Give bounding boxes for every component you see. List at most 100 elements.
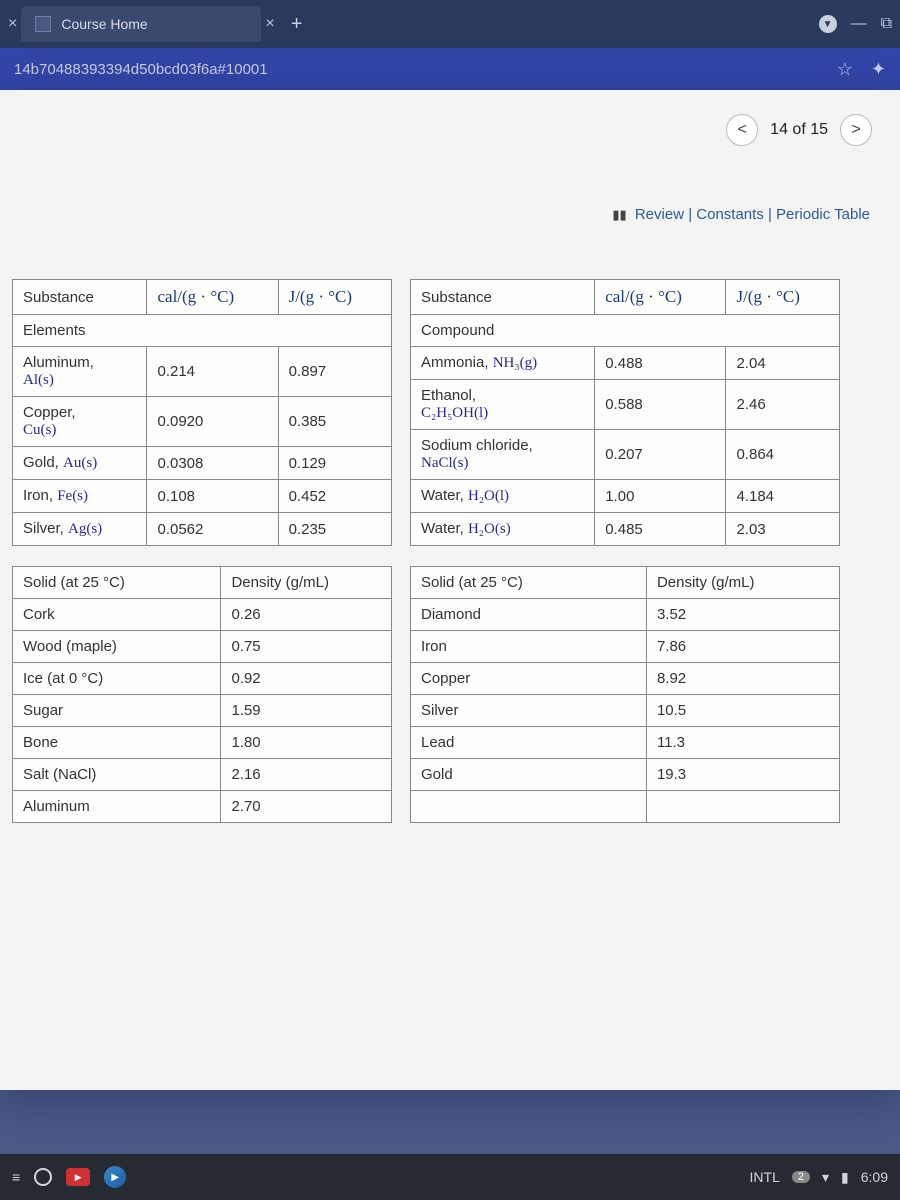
substance-cell: Iron, Fe(s) — [13, 480, 147, 513]
table-row: Copper8.92 — [411, 663, 840, 695]
density-cell: 0.75 — [221, 631, 392, 663]
substance-cell: Water, H₂O(l) — [411, 480, 595, 513]
keyboard-label[interactable]: INTL — [750, 1169, 780, 1185]
col-solid: Solid (at 25 °C) — [411, 567, 647, 599]
browser-tab[interactable]: Course Home — [21, 6, 261, 42]
page-content: < 14 of 15 > ▮▮ Review | Constants | Per… — [0, 90, 900, 1090]
taskbar-right: INTL 2 ▾ ▮ 6:09 — [750, 1169, 888, 1186]
table-row: Iron, Fe(s) 0.108 0.452 — [13, 480, 392, 513]
solid-cell: Sugar — [13, 695, 221, 727]
constants-link[interactable]: Constants — [696, 206, 764, 223]
substance-cell: Gold, Au(s) — [13, 447, 147, 480]
cal-cell: 1.00 — [595, 480, 726, 513]
cal-cell: 0.0920 — [147, 397, 278, 447]
col-substance: Substance — [411, 280, 595, 315]
table-row: Salt (NaCl)2.16 — [13, 759, 392, 791]
cal-cell: 0.214 — [147, 347, 278, 397]
tab-close-icon[interactable]: × — [265, 15, 274, 33]
url-text[interactable]: 14b70488393394d50bcd03f6a#10001 — [14, 61, 268, 78]
table-row: Ammonia, NH₃(g) 0.488 2.04 — [411, 347, 840, 380]
minimize-button[interactable]: — — [851, 15, 867, 33]
table-row — [411, 791, 840, 823]
table-row: Gold, Au(s) 0.0308 0.129 — [13, 447, 392, 480]
cal-cell: 0.0562 — [147, 513, 278, 546]
bookmark-star-icon[interactable]: ☆ — [837, 59, 853, 80]
review-link[interactable]: Review — [635, 206, 684, 223]
col-cal: cal/(g · °C) — [595, 280, 726, 315]
col-j: J/(g · °C) — [278, 280, 391, 315]
sep: | — [764, 206, 776, 223]
table-row: Sodium chloride,NaCl(s) 0.207 0.864 — [411, 430, 840, 480]
compounds-heat-table: Substance cal/(g · °C) J/(g · °C) Compou… — [410, 279, 840, 546]
heat-tables-row: Substance cal/(g · °C) J/(g · °C) Elemen… — [12, 279, 888, 546]
j-cell: 2.03 — [726, 513, 840, 546]
close-icon[interactable]: × — [8, 15, 17, 33]
solid-cell: Silver — [411, 695, 647, 727]
table-row: Bone1.80 — [13, 727, 392, 759]
dropdown-icon[interactable]: ▼ — [819, 15, 837, 33]
next-question-button[interactable]: > — [840, 114, 872, 146]
os-taskbar: ≡ ▶ ▶ INTL 2 ▾ ▮ 6:09 — [0, 1154, 900, 1200]
compound-section: Compound — [411, 315, 840, 347]
j-cell: 4.184 — [726, 480, 840, 513]
prev-question-button[interactable]: < — [726, 114, 758, 146]
solid-cell: Salt (NaCl) — [13, 759, 221, 791]
maximize-button[interactable]: ⧉ — [881, 15, 892, 33]
table-row: Copper,Cu(s) 0.0920 0.385 — [13, 397, 392, 447]
launcher-icon[interactable] — [34, 1168, 52, 1186]
j-cell: 0.129 — [278, 447, 391, 480]
cal-cell: 0.485 — [595, 513, 726, 546]
table-row: Wood (maple)0.75 — [13, 631, 392, 663]
browser-tab-bar: × Course Home × + ▼ — ⧉ — [0, 0, 900, 48]
periodic-table-link[interactable]: Periodic Table — [776, 206, 870, 223]
extension-icon[interactable]: ✦ — [871, 59, 886, 80]
table-row: Aluminum,Al(s) 0.214 0.897 — [13, 347, 392, 397]
table-row: Water, H₂O(l) 1.00 4.184 — [411, 480, 840, 513]
new-tab-button[interactable]: + — [279, 13, 315, 36]
clock[interactable]: 6:09 — [861, 1169, 888, 1185]
density-cell: 10.5 — [646, 695, 839, 727]
j-cell: 0.897 — [278, 347, 391, 397]
notification-badge[interactable]: 2 — [792, 1171, 810, 1183]
elements-heat-table: Substance cal/(g · °C) J/(g · °C) Elemen… — [12, 279, 392, 546]
density-left-table: Solid (at 25 °C) Density (g/mL) Cork0.26… — [12, 566, 392, 823]
density-cell: 1.80 — [221, 727, 392, 759]
elements-rows: Aluminum,Al(s) 0.214 0.897Copper,Cu(s) 0… — [13, 347, 392, 546]
density-cell: 8.92 — [646, 663, 839, 695]
table-row: Silver10.5 — [411, 695, 840, 727]
sep: | — [684, 206, 696, 223]
substance-cell: Copper,Cu(s) — [13, 397, 147, 447]
density-tables-row: Solid (at 25 °C) Density (g/mL) Cork0.26… — [12, 566, 888, 823]
tab-title: Course Home — [61, 16, 147, 32]
solid-cell: Cork — [13, 599, 221, 631]
tab-favicon-icon — [35, 16, 51, 32]
solid-cell: Aluminum — [13, 791, 221, 823]
tables-container: Substance cal/(g · °C) J/(g · °C) Elemen… — [0, 239, 900, 823]
solid-cell: Ice (at 0 °C) — [13, 663, 221, 695]
col-density: Density (g/mL) — [221, 567, 392, 599]
menu-icon[interactable]: ≡ — [12, 1169, 20, 1185]
density-cell: 2.16 — [221, 759, 392, 791]
table-row: Cork0.26 — [13, 599, 392, 631]
j-cell: 2.04 — [726, 347, 840, 380]
youtube-icon[interactable]: ▶ — [66, 1168, 90, 1186]
j-cell: 0.452 — [278, 480, 391, 513]
solid-cell: Iron — [411, 631, 647, 663]
density-cell — [646, 791, 839, 823]
elements-section: Elements — [13, 315, 392, 347]
table-row: Aluminum2.70 — [13, 791, 392, 823]
battery-icon[interactable]: ▮ — [841, 1169, 849, 1186]
density-left-rows: Cork0.26Wood (maple)0.75Ice (at 0 °C)0.9… — [13, 599, 392, 823]
table-row: Ethanol,C₂H₅OH(l) 0.588 2.46 — [411, 380, 840, 430]
cal-cell: 0.207 — [595, 430, 726, 480]
solid-cell: Diamond — [411, 599, 647, 631]
density-right-rows: Diamond3.52Iron7.86Copper8.92Silver10.5L… — [411, 599, 840, 823]
j-cell: 0.385 — [278, 397, 391, 447]
taskbar-left: ≡ ▶ ▶ — [12, 1166, 126, 1188]
cal-cell: 0.108 — [147, 480, 278, 513]
density-right-table: Solid (at 25 °C) Density (g/mL) Diamond3… — [410, 566, 840, 823]
table-row: Water, H₂O(s) 0.485 2.03 — [411, 513, 840, 546]
wifi-icon[interactable]: ▾ — [822, 1169, 829, 1186]
media-player-icon[interactable]: ▶ — [104, 1166, 126, 1188]
col-solid: Solid (at 25 °C) — [13, 567, 221, 599]
